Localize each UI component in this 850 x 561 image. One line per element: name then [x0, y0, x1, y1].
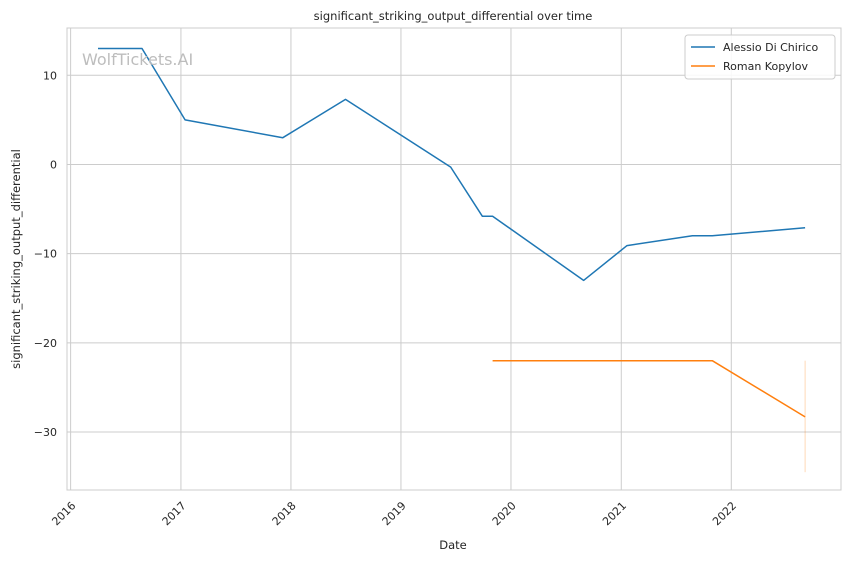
x-tick-label: 2022 — [710, 499, 739, 528]
legend-box — [684, 34, 836, 80]
y-tick-label: 0 — [50, 158, 57, 171]
x-tick-label: 2016 — [49, 499, 78, 528]
grid — [67, 28, 841, 490]
y-tick-label: 10 — [43, 69, 57, 82]
series-line-1 — [492, 359, 806, 418]
x-tick-label: 2021 — [600, 499, 629, 528]
x-tick-label: 2020 — [490, 499, 519, 528]
x-axis-label: Date — [439, 538, 467, 552]
y-tick-label: −20 — [34, 337, 57, 350]
y-tick-label: −30 — [34, 426, 57, 439]
series-line-0 — [98, 47, 806, 282]
chart-title: significant_striking_output_differential… — [314, 9, 593, 23]
y-tick-label: −10 — [34, 248, 57, 261]
plot-area-frame — [66, 27, 842, 491]
x-tick-label: 2017 — [160, 499, 189, 528]
x-tick-labels: 2016 2017 2018 2019 2020 2021 2022 — [49, 499, 739, 528]
x-tick-label: 2018 — [270, 499, 299, 528]
series-layer — [98, 47, 806, 473]
watermark: WolfTickets.AI — [82, 50, 193, 69]
y-axis-label: significant_striking_output_differential — [9, 149, 23, 369]
x-tick-label: 2019 — [380, 499, 409, 528]
legend-label: Roman Kopylov — [723, 60, 808, 73]
legend-label: Alessio Di Chirico — [723, 41, 818, 54]
y-tick-labels: 10 0 −10 −20 −30 — [34, 69, 57, 439]
legend: Alessio Di Chirico Roman Kopylov — [684, 34, 836, 80]
